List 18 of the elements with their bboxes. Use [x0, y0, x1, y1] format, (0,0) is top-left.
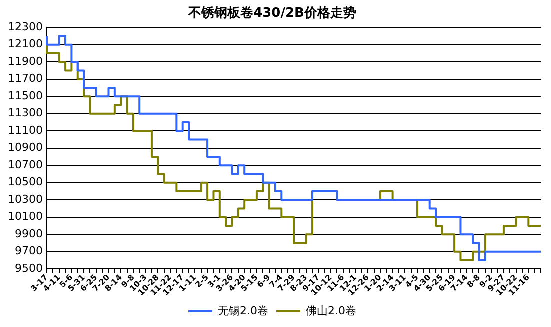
y-tick-label: 10700 [8, 158, 43, 172]
y-tick-label: 12300 [8, 20, 43, 34]
legend-label: 无锡2.0卷 [218, 304, 269, 318]
y-tick-label: 10500 [8, 176, 43, 189]
y-tick-label: 11700 [8, 72, 43, 86]
y-tick-label: 11500 [8, 89, 43, 102]
y-tick-label: 10900 [8, 141, 43, 154]
legend-label: 佛山2.0卷 [306, 304, 356, 318]
y-tick-label: 11300 [8, 106, 43, 120]
chart-title: 不锈钢板卷430/2B价格走势 [188, 5, 356, 22]
y-tick-label: 9700 [14, 244, 43, 258]
y-tick-label: 11900 [8, 54, 43, 68]
y-tick-label: 11100 [8, 124, 43, 137]
y-tick-label: 9900 [14, 227, 43, 240]
y-tick-label: 12100 [8, 38, 43, 51]
y-tick-label: 10300 [8, 192, 43, 206]
y-tick-label: 10100 [8, 210, 43, 224]
y-tick-label: 9500 [14, 262, 43, 275]
